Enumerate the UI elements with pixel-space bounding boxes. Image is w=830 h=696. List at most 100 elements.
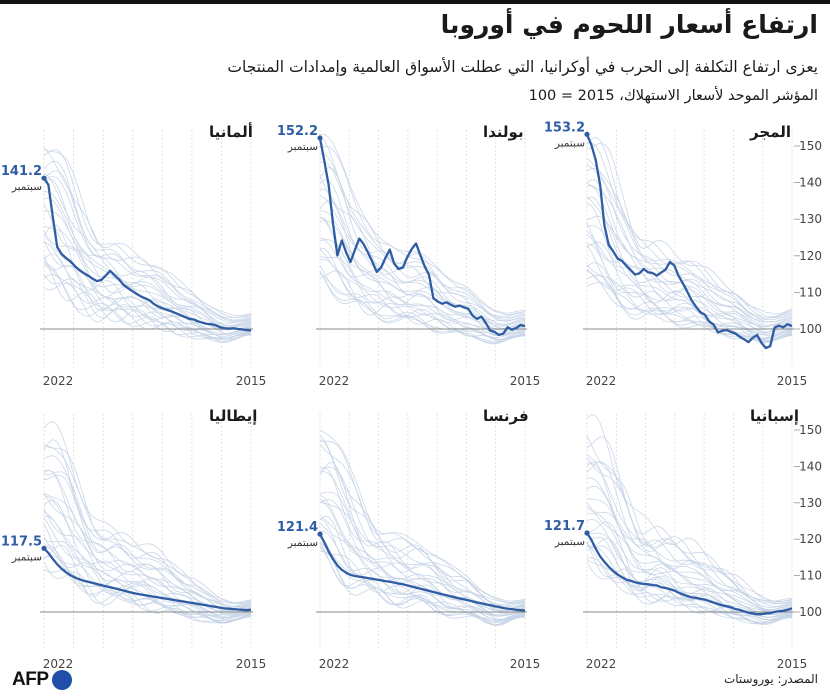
background-country-line — [43, 469, 252, 612]
background-country-line — [586, 136, 793, 318]
top-rule — [0, 0, 830, 4]
chart-panel: 100 110 120 130 140 150 153.2 سبتمبر المجر 2022 20… — [544, 120, 822, 388]
background-country-line — [586, 559, 793, 624]
background-country-line — [43, 175, 252, 323]
panel-title: بولندا — [483, 123, 524, 141]
background-country-line — [319, 216, 526, 335]
background-country-line — [586, 225, 793, 333]
background-country-line — [586, 453, 793, 604]
last-value-label: 141.2 — [1, 164, 42, 179]
background-country-line — [43, 546, 252, 624]
last-value-point — [317, 531, 323, 537]
background-country-line — [320, 210, 526, 330]
last-month-label: سبتمبر — [11, 181, 42, 193]
background-country-line — [43, 471, 252, 608]
background-country-line — [319, 220, 526, 331]
background-country-line — [43, 561, 252, 624]
background-country-line — [43, 517, 252, 620]
x-tick-label: 2022 — [43, 657, 74, 671]
y-tick-label: 110 — [799, 285, 822, 299]
x-tick-label: 2022 — [43, 374, 74, 388]
background-country-line — [586, 245, 793, 341]
y-tick-label: 120 — [799, 249, 822, 263]
last-value-label: 117.5 — [1, 534, 42, 549]
background-country-line — [43, 421, 252, 604]
background-country-line — [319, 270, 526, 340]
last-month-label: سبتمبر — [11, 551, 42, 563]
y-tick-label: 150 — [799, 423, 822, 437]
chart-panel: 121.4 سبتمبر فرنسا 2022 2015 — [277, 407, 540, 671]
background-country-line — [319, 515, 526, 620]
background-country-line — [43, 160, 252, 321]
background-country-line — [43, 149, 252, 319]
background-country-line — [319, 440, 526, 603]
highlight-series-line — [318, 137, 526, 337]
chart-panel: 141.2 سبتمبر ألمانيا 2022 2015 — [1, 122, 266, 388]
panel-title: إسبانيا — [750, 407, 799, 425]
background-country-line — [319, 435, 526, 605]
background-country-line — [319, 439, 526, 607]
x-tick-label: 2015 — [777, 374, 808, 388]
x-tick-label: 2022 — [586, 374, 617, 388]
background-country-line — [586, 203, 793, 334]
background-country-line — [43, 508, 252, 616]
y-tick-label: 120 — [799, 532, 822, 546]
background-country-line — [43, 197, 252, 328]
background-country-line — [586, 182, 793, 323]
background-country-line — [319, 540, 526, 623]
background-country-line — [319, 542, 526, 624]
background-country-line — [319, 515, 526, 617]
last-value-label: 152.2 — [277, 124, 318, 139]
background-country-line — [586, 196, 793, 331]
background-country-line — [319, 133, 526, 314]
background-country-line — [586, 142, 793, 315]
panel-title: المجر — [749, 123, 791, 141]
background-country-line — [43, 539, 252, 619]
background-country-line — [586, 179, 793, 326]
highlight-series-line — [585, 133, 793, 350]
highlight-series-line — [43, 547, 252, 612]
last-month-label: سبتمبر — [554, 536, 585, 548]
chart-panel: 117.5 سبتمبر إيطاليا 2022 2015 — [1, 407, 266, 671]
y-tick-label: 140 — [799, 176, 822, 190]
background-country-line — [586, 477, 793, 611]
background-country-line — [43, 230, 252, 331]
source-note: المصدر: يوروستات — [723, 672, 818, 686]
last-value-point — [41, 545, 47, 551]
background-country-line — [319, 195, 526, 327]
x-tick-label: 2022 — [319, 657, 350, 671]
y-tick-label: 130 — [799, 496, 822, 510]
background-country-line — [586, 281, 793, 343]
last-value-point — [317, 135, 323, 141]
last-value-label: 121.7 — [544, 519, 585, 534]
last-value-label: 153.2 — [544, 120, 585, 135]
background-country-line — [319, 146, 526, 316]
chart-panel: 152.2 سبتمبر بولندا 2022 2015 — [277, 123, 540, 388]
background-country-line — [586, 268, 793, 342]
background-country-line — [43, 225, 252, 331]
logo-text: AFP — [12, 669, 49, 690]
background-country-line — [43, 444, 252, 604]
background-country-line — [586, 436, 793, 603]
page-subtitle: يعزى ارتفاع التكلفة إلى الحرب في أوكراني… — [227, 58, 818, 76]
background-country-line — [319, 137, 526, 317]
logo-dot-icon — [51, 670, 72, 690]
background-country-line — [319, 248, 526, 339]
y-tick-label: 110 — [799, 569, 822, 583]
afp-logo: AFP — [12, 669, 72, 691]
index-note: المؤشر الموحد لأسعار الاستهلاك، 2015 = 1… — [528, 88, 818, 104]
y-tick-label: 100 — [799, 322, 822, 336]
panel-title: فرنسا — [483, 407, 529, 425]
last-value-point — [584, 530, 590, 536]
background-country-line — [586, 435, 793, 602]
highlight-series-line — [318, 533, 526, 612]
x-tick-label: 2022 — [586, 657, 617, 671]
background-country-line — [44, 191, 252, 327]
x-tick-label: 2015 — [236, 374, 267, 388]
background-country-line — [43, 148, 252, 316]
background-country-line — [319, 429, 526, 602]
background-country-line — [43, 474, 252, 609]
x-tick-label: 2015 — [777, 657, 808, 671]
background-country-line — [586, 167, 793, 323]
background-country-line — [586, 241, 793, 336]
